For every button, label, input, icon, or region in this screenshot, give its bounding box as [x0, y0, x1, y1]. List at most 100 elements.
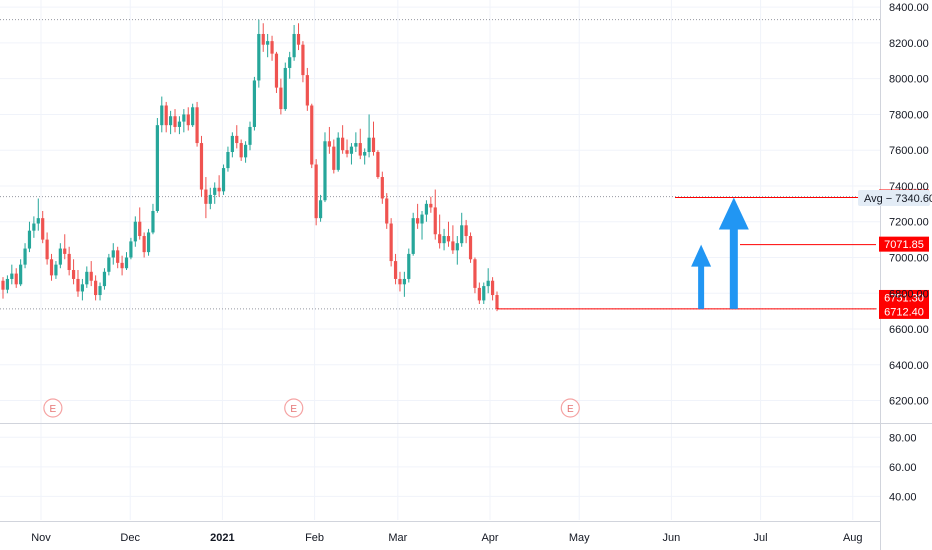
candle-body — [80, 284, 84, 292]
candle-body — [54, 264, 58, 276]
candle-body — [239, 143, 243, 158]
candle-body — [49, 259, 54, 276]
candle-body — [213, 187, 217, 195]
candle-body — [85, 271, 89, 285]
candle-body — [367, 137, 371, 152]
candle-body — [266, 41, 270, 45]
month-label: Dec — [120, 532, 140, 544]
candle-body — [283, 67, 287, 110]
candle-body — [5, 278, 10, 290]
candle-body — [429, 203, 433, 208]
candle-body — [416, 218, 420, 224]
candle-body — [389, 223, 393, 262]
candle-body — [89, 271, 93, 281]
month-label: Jun — [663, 532, 681, 544]
candle-body — [495, 295, 499, 309]
month-label: Feb — [305, 532, 324, 544]
candle-body — [151, 211, 155, 233]
candle-body — [393, 261, 398, 279]
candle-body — [486, 280, 490, 287]
earnings-marker-label: E — [290, 404, 297, 415]
candle-body — [124, 257, 129, 269]
candle-body — [133, 221, 137, 242]
month-label: Nov — [31, 532, 51, 544]
candle-body — [14, 273, 18, 285]
earnings-marker — [560, 398, 580, 418]
volume-tick-label: 60.00 — [889, 462, 917, 474]
price-level-badge — [879, 289, 929, 305]
candle-body — [23, 248, 27, 265]
candle-body — [420, 214, 424, 224]
candle-body — [169, 116, 173, 126]
candle-body — [257, 33, 261, 81]
up-arrow-annotation — [691, 244, 712, 309]
month-label: Jul — [754, 532, 768, 544]
candle-body — [274, 53, 279, 88]
annotation-arrows — [691, 197, 749, 309]
candle-body — [191, 107, 195, 126]
candle-body — [482, 286, 486, 301]
candle-body — [107, 257, 111, 272]
price-tick-label: 7400.00 — [889, 181, 929, 193]
candle-body — [177, 121, 182, 127]
month-label: 2021 — [210, 532, 234, 544]
candle-body — [41, 218, 45, 240]
time-axis[interactable]: Nov Dec 2021 Feb Mar Apr May Jun Jul Aug — [31, 532, 862, 544]
candle-body — [102, 271, 107, 287]
candle-body — [195, 107, 199, 144]
price-tick-label: 6200.00 — [889, 396, 929, 408]
candle-body — [10, 273, 14, 279]
candle-body — [371, 137, 376, 152]
price-level-badge — [879, 303, 929, 319]
candle-body — [111, 250, 115, 258]
candle-body — [314, 164, 318, 219]
candle-body — [248, 126, 252, 145]
month-label: Apr — [481, 532, 498, 544]
price-tick-label: 7800.00 — [889, 109, 929, 121]
candle-body — [142, 236, 146, 253]
candle-body — [490, 280, 495, 296]
candle-body — [58, 248, 62, 265]
candle-body — [473, 259, 477, 288]
candle-body — [155, 125, 159, 211]
candle-body — [438, 234, 442, 244]
avg-price-label: Avg − 7340.60 — [858, 190, 932, 206]
volume-axis[interactable]: 80.00 60.00 40.00 — [889, 432, 917, 503]
candlestick-series — [1, 19, 499, 312]
candle-body — [76, 278, 80, 292]
reference-lines — [0, 19, 880, 310]
price-axis[interactable]: 8400.00 8200.00 8000.00 7800.00 7600.00 7400.… — [889, 2, 929, 407]
candle-body — [199, 143, 204, 190]
candle-body — [424, 203, 429, 215]
candle-body — [318, 200, 323, 219]
volume-tick-label: 40.00 — [889, 491, 917, 503]
candle-body — [380, 177, 384, 199]
candle-body — [345, 150, 349, 154]
candle-body — [138, 221, 142, 237]
candle-body — [221, 168, 226, 192]
price-tick-label: 8200.00 — [889, 38, 929, 50]
volume-tick-label: 80.00 — [889, 432, 917, 444]
candle-body — [226, 151, 230, 169]
avg-label-box — [858, 190, 930, 206]
candle-body — [270, 41, 274, 54]
candle-body — [455, 243, 459, 251]
candle-body — [186, 114, 190, 126]
month-label: Mar — [388, 532, 407, 544]
candle-body — [279, 87, 283, 110]
price-tick-label: 7600.00 — [889, 145, 929, 157]
candle-body — [411, 218, 415, 254]
candle-body — [349, 146, 354, 154]
price-level-badge-text: 6712.40 — [884, 306, 924, 318]
candle-body — [288, 57, 292, 68]
price-level-badge-text: 7071.85 — [884, 239, 924, 251]
candle-body — [94, 280, 98, 296]
candle-body — [385, 198, 389, 224]
candle-body — [36, 218, 40, 224]
candle-body — [230, 135, 234, 152]
price-tick-label: 7200.00 — [889, 217, 929, 229]
candle-body — [305, 75, 309, 106]
candle-body — [204, 189, 208, 204]
